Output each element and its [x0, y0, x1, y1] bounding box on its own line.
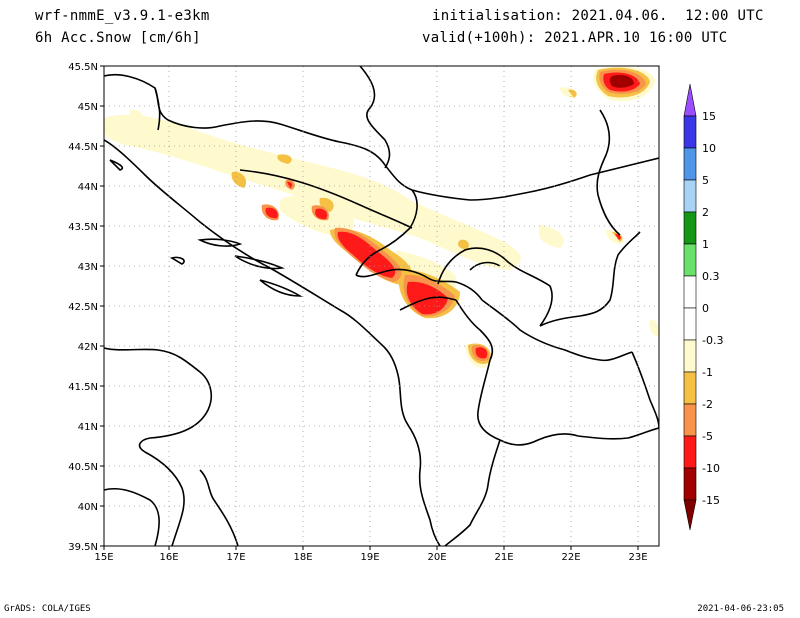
lon-tick-label: 18E — [293, 552, 312, 563]
lon-tick-label: 22E — [561, 552, 580, 563]
lat-tick-label: 41N — [78, 422, 98, 433]
colorbar — [683, 83, 697, 531]
lat-tick-label: 45N — [78, 102, 98, 113]
footer-credit: GrADS: COLA/IGES — [4, 604, 91, 614]
lat-tick-label: 44.5N — [68, 142, 98, 153]
colorbar-label: 10 — [702, 142, 716, 155]
lat-tick-label: 42N — [78, 342, 98, 353]
lon-tick-label: 21E — [494, 552, 513, 563]
colorbar-segment — [683, 307, 697, 341]
colorbar-segment — [683, 403, 697, 437]
colorbar-segment — [683, 243, 697, 277]
colorbar-label: -10 — [702, 462, 720, 475]
colorbar-segment — [683, 339, 697, 373]
lat-tick-label: 42.5N — [68, 302, 98, 313]
lat-tick-label: 40N — [78, 502, 98, 513]
lon-tick-label: 20E — [427, 552, 446, 563]
colorbar-label: -2 — [702, 398, 713, 411]
colorbar-label: 0.3 — [702, 270, 720, 283]
lat-tick-label: 41.5N — [68, 382, 98, 393]
lat-tick-label: 44N — [78, 182, 98, 193]
colorbar-segment — [683, 275, 697, 309]
longitude-labels: 15E 16E 17E 18E 19E 20E 21E 22E 23E — [94, 552, 647, 563]
colorbar-label: -1 — [702, 366, 713, 379]
axis-ticks — [100, 65, 639, 550]
colorbar-segment — [683, 435, 697, 469]
footer-timestamp: 2021-04-06-23:05 — [697, 604, 784, 614]
colorbar-bottom-arrow — [683, 499, 697, 531]
model-title: wrf-nmmE_v3.9.1-e3km — [35, 8, 210, 24]
colorbar-segment — [683, 179, 697, 213]
colorbar-label: 5 — [702, 174, 709, 187]
colorbar-segment — [683, 371, 697, 405]
lat-tick-label: 43.5N — [68, 222, 98, 233]
colorbar-label: 0 — [702, 302, 709, 315]
lon-tick-label: 15E — [94, 552, 113, 563]
coastline-borders — [104, 66, 659, 546]
colorbar-label: -15 — [702, 494, 720, 507]
lat-tick-label: 43N — [78, 262, 98, 273]
colorbar-label: -0.3 — [702, 334, 723, 347]
field-title: 6h Acc.Snow [cm/6h] — [35, 30, 201, 46]
colorbar-label: 1 — [702, 238, 709, 251]
valid-time: valid(+100h): 2021.APR.10 16:00 UTC — [422, 30, 728, 46]
colorbar-segment — [683, 115, 697, 149]
initialisation-time: initialisation: 2021.04.06. 12:00 UTC — [432, 8, 764, 24]
snow-accumulation-field — [104, 66, 659, 368]
colorbar-segment — [683, 147, 697, 181]
lon-tick-label: 19E — [360, 552, 379, 563]
colorbar-label: -5 — [702, 430, 713, 443]
lon-tick-label: 16E — [159, 552, 178, 563]
colorbar-label: 15 — [702, 110, 716, 123]
colorbar-top-arrow — [683, 83, 697, 117]
lat-tick-label: 39.5N — [68, 542, 98, 553]
colorbar-label: 2 — [702, 206, 709, 219]
grid-lines — [104, 66, 659, 546]
lon-tick-label: 23E — [628, 552, 647, 563]
latitude-labels: 45.5N 45N 44.5N 44N 43.5N 43N 42.5N 42N … — [68, 62, 98, 553]
colorbar-segment — [683, 467, 697, 501]
lat-tick-label: 45.5N — [68, 62, 98, 73]
colorbar-segment — [683, 211, 697, 245]
lat-tick-label: 40.5N — [68, 462, 98, 473]
colorbar-labels: 15 10 5 2 1 0.3 0 -0.3 -1 -2 -5 -10 -15 — [702, 110, 723, 507]
lon-tick-label: 17E — [226, 552, 245, 563]
